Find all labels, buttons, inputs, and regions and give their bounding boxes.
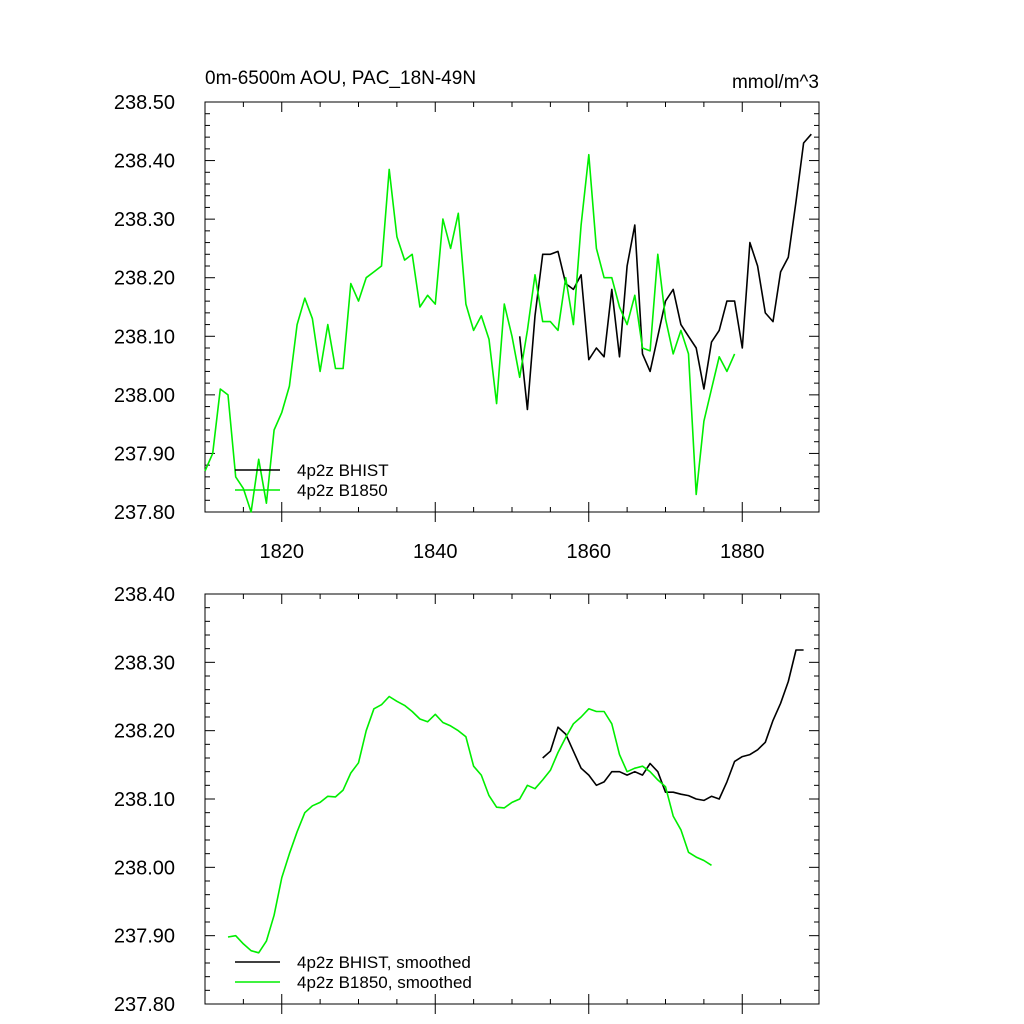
legend-label: 4p2z B1850 [297, 481, 388, 500]
y-tick-label: 238.40 [114, 151, 175, 173]
chart-title: 0m-6500m AOU, PAC_18N-49N [205, 68, 476, 89]
y-tick-label: 238.20 [114, 268, 175, 290]
y-tick-label: 237.90 [114, 443, 175, 465]
y-tick-label: 237.80 [114, 502, 175, 524]
y-tick-label: 238.30 [114, 652, 175, 674]
chart-panel-bottom: 237.80 237.90 238.00 238.10 238.20 238.30 238.… [114, 584, 820, 1016]
units-label: mmol/m^3 [732, 72, 819, 93]
series-line-b1850 [204, 153, 736, 513]
y-tick-label: 238.00 [114, 857, 175, 879]
y-tick-label: 238.00 [114, 385, 175, 407]
legend-label: 4p2z BHIST, smoothed [297, 953, 471, 972]
series-line-bhist [518, 133, 812, 411]
legend-label: 4p2z BHIST [297, 461, 389, 480]
y-tick-label: 238.50 [114, 92, 175, 114]
x-tick-label: 1820 [260, 541, 305, 563]
x-tick-label: 1880 [720, 541, 765, 563]
chart-panel-top: 0m-6500m AOU, PAC_18N-49N mmol/m^3 237.8… [114, 68, 820, 563]
x-tick-label: 1860 [567, 541, 612, 563]
plot-frame [204, 593, 820, 1005]
plot-frame [204, 101, 820, 513]
series-line-b1850 [227, 695, 712, 954]
y-tick-label: 237.80 [114, 994, 175, 1016]
y-tick-label: 238.10 [114, 789, 175, 811]
y-tick-label: 238.30 [114, 209, 175, 231]
legend-label: 4p2z B1850, smoothed [297, 973, 472, 992]
y-tick-label: 238.40 [114, 584, 175, 606]
y-tick-label: 238.10 [114, 326, 175, 348]
series-line-bhist [542, 649, 804, 802]
x-tick-label: 1840 [413, 541, 458, 563]
y-tick-label: 238.20 [114, 721, 175, 743]
y-tick-label: 237.90 [114, 926, 175, 948]
